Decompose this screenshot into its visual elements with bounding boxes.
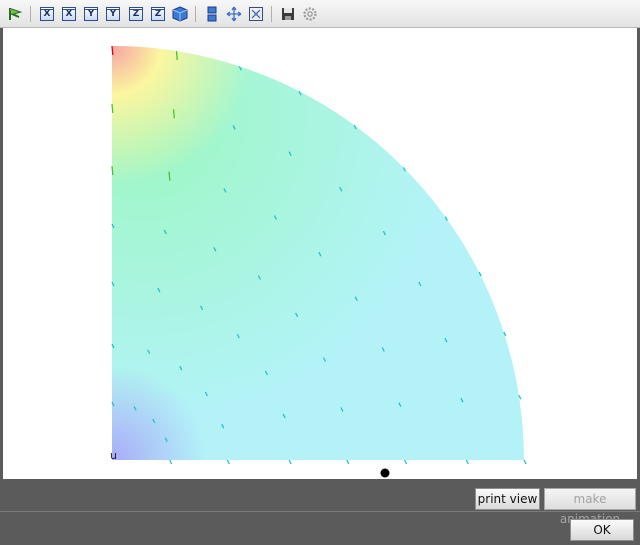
displacement-arrow bbox=[318, 251, 322, 257]
view-z-plus-label: Z bbox=[129, 7, 143, 21]
displacement-arrow bbox=[133, 406, 137, 411]
view-x-plus-icon[interactable]: X bbox=[38, 5, 56, 23]
displacement-arrow bbox=[163, 229, 167, 235]
displacement-arrow bbox=[346, 459, 350, 465]
displacement-arrow bbox=[257, 275, 262, 280]
displacement-arrow bbox=[381, 347, 385, 352]
displacement-arrow bbox=[168, 171, 171, 181]
displacement-arrow bbox=[282, 413, 286, 419]
view-x-minus-icon[interactable]: X bbox=[60, 5, 78, 23]
displacement-arrow bbox=[339, 186, 343, 192]
displacement-arrow bbox=[354, 296, 358, 301]
displacement-arrow bbox=[465, 459, 469, 465]
fit-view-icon[interactable] bbox=[247, 5, 265, 23]
displacement-arrow bbox=[518, 394, 522, 400]
displacement-arrow bbox=[288, 151, 292, 156]
toolbar-separator bbox=[30, 6, 31, 22]
view-z-minus-icon[interactable]: Z bbox=[149, 5, 167, 23]
displacement-arrow bbox=[111, 281, 115, 287]
contour-plot[interactable]: u bbox=[3, 28, 637, 479]
displacement-arrow bbox=[152, 418, 156, 424]
displacement-arrow bbox=[199, 305, 204, 311]
displacement-arrow bbox=[111, 401, 115, 407]
displacement-arrow bbox=[478, 271, 482, 277]
displacement-arrow bbox=[323, 357, 327, 362]
view-y-minus-label: Y bbox=[106, 7, 120, 21]
displacement-arrow bbox=[353, 124, 357, 130]
displacement-arrow bbox=[238, 65, 242, 71]
displacement-arrow bbox=[172, 109, 175, 119]
displacement-arrow bbox=[295, 312, 299, 318]
view-y-plus-label: Y bbox=[84, 7, 98, 21]
origin-marker bbox=[380, 468, 390, 478]
displacement-arrow bbox=[398, 402, 402, 407]
displacement-arrow bbox=[221, 423, 225, 429]
print-view-button[interactable]: print view bbox=[475, 488, 540, 510]
view-z-minus-label: Z bbox=[151, 7, 165, 21]
settings-icon[interactable] bbox=[301, 5, 319, 23]
toolbar-separator bbox=[271, 6, 272, 22]
displacement-arrow bbox=[444, 216, 448, 221]
displacement-arrow bbox=[111, 103, 114, 114]
displacement-arrow bbox=[523, 459, 527, 465]
displacement-arrow bbox=[179, 365, 183, 371]
toolbar: X X Y Y Z Z bbox=[0, 0, 640, 28]
footer-divider bbox=[0, 511, 640, 512]
displacement-arrow bbox=[444, 337, 448, 343]
displacement-arrow bbox=[460, 397, 464, 403]
displacement-arrow bbox=[418, 281, 422, 287]
results-viewport[interactable]: u bbox=[3, 28, 637, 479]
displacement-arrow bbox=[503, 331, 507, 337]
section-view-icon[interactable] bbox=[203, 5, 221, 23]
make-animation-button[interactable]: make animation bbox=[544, 488, 636, 526]
view-y-plus-icon[interactable]: Y bbox=[82, 5, 100, 23]
displacement-arrow bbox=[223, 188, 227, 193]
displacement-arrow bbox=[175, 51, 178, 61]
ok-button[interactable]: OK bbox=[570, 519, 634, 541]
displacement-arrow bbox=[204, 391, 208, 397]
displacement-arrow bbox=[164, 437, 168, 443]
view-z-plus-icon[interactable]: Z bbox=[127, 5, 145, 23]
displacement-arrows bbox=[111, 45, 527, 465]
toolbar-separator bbox=[195, 6, 196, 22]
select-pointer-icon[interactable] bbox=[6, 5, 24, 23]
displacement-arrow bbox=[232, 125, 236, 130]
displacement-arrow bbox=[403, 459, 408, 465]
view-x-plus-label: X bbox=[40, 7, 54, 21]
displacement-arrow bbox=[236, 333, 240, 339]
displacement-arrow bbox=[226, 459, 230, 465]
displacement-arrow bbox=[273, 215, 278, 220]
displacement-arrow bbox=[288, 459, 292, 465]
displacement-arrow bbox=[111, 166, 114, 176]
displacement-arrow bbox=[147, 349, 151, 355]
displacement-arrow bbox=[382, 230, 387, 236]
displacement-arrow bbox=[264, 370, 269, 376]
displacement-arrow bbox=[213, 247, 217, 252]
move-icon[interactable] bbox=[225, 5, 243, 23]
view-y-minus-icon[interactable]: Y bbox=[104, 5, 122, 23]
displacement-arrow bbox=[157, 287, 161, 293]
corner-label: u bbox=[110, 449, 117, 462]
view-x-minus-label: X bbox=[62, 7, 76, 21]
displacement-arrow bbox=[340, 407, 344, 412]
displacement-arrow bbox=[402, 166, 406, 172]
displacement-arrow bbox=[298, 90, 302, 96]
save-icon[interactable] bbox=[279, 5, 297, 23]
displacement-arrow bbox=[111, 343, 115, 349]
cold-gradient bbox=[112, 46, 524, 460]
displacement-arrow bbox=[169, 459, 173, 465]
displacement-arrow bbox=[111, 223, 115, 229]
isometric-view-icon[interactable] bbox=[171, 5, 189, 23]
displacement-arrow bbox=[111, 45, 114, 56]
